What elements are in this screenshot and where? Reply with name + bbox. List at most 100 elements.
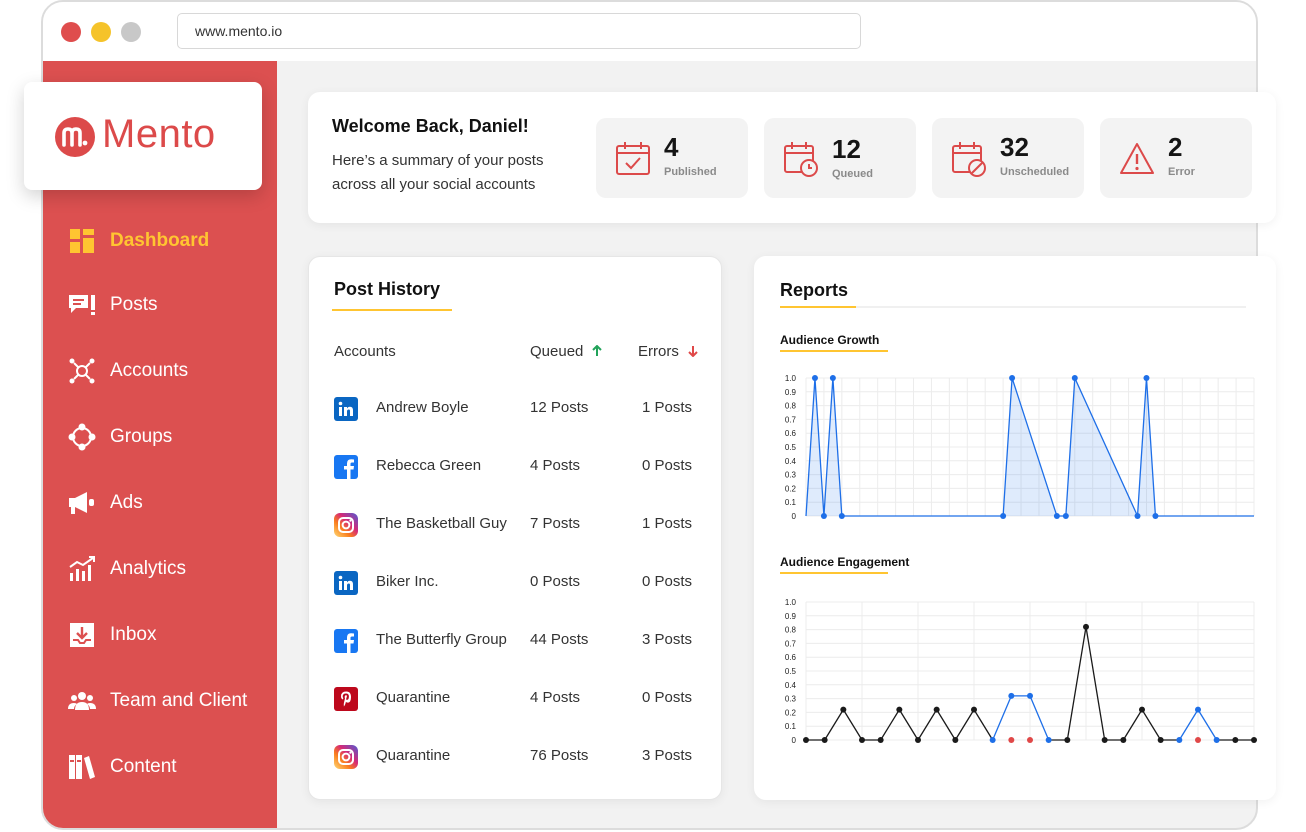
column-header-errors[interactable]: Errors — [638, 343, 698, 360]
queued-count: 76 Posts — [530, 747, 589, 764]
megaphone-icon — [68, 489, 96, 517]
maximize-window-button[interactable] — [121, 22, 141, 42]
pinterest-icon — [334, 687, 358, 711]
data-point — [1176, 737, 1183, 743]
sidebar-item-dashboard[interactable]: Dashboard — [68, 226, 209, 256]
sidebar-item-posts[interactable]: Posts — [68, 290, 158, 320]
stat-error[interactable]: 2 Error — [1100, 118, 1252, 198]
y-tick-label: 0.9 — [785, 388, 797, 397]
chart-title: Audience Growth — [780, 333, 880, 347]
account-name[interactable]: Quarantine — [376, 689, 451, 706]
queued-count: 4 Posts — [530, 457, 581, 474]
warning-icon — [1120, 143, 1154, 174]
y-tick-label: 0.6 — [785, 653, 797, 662]
data-point — [1251, 737, 1257, 743]
data-point — [840, 706, 847, 713]
facebook-icon — [334, 455, 358, 479]
sidebar-item-accounts[interactable]: Accounts — [68, 356, 188, 386]
sidebar-item-label: Ads — [110, 492, 143, 513]
chart-title-underline — [780, 572, 888, 574]
data-point — [1120, 737, 1127, 743]
sidebar-item-analytics[interactable]: Analytics — [68, 554, 186, 584]
sidebar-item-team-and-client[interactable]: Team and Client — [68, 686, 247, 716]
data-point — [1000, 513, 1007, 519]
data-point — [1213, 737, 1220, 743]
sidebar-item-groups[interactable]: Groups — [68, 422, 172, 452]
stat-queued[interactable]: 12 Queued — [764, 118, 916, 198]
stat-unscheduled[interactable]: 32 Unscheduled — [932, 118, 1084, 198]
data-point — [820, 513, 827, 519]
error-count: 0 Posts — [642, 457, 693, 474]
error-count: 3 Posts — [642, 631, 693, 648]
y-tick-label: 0.8 — [785, 402, 797, 411]
error-count: 1 Posts — [642, 399, 693, 416]
data-point — [1101, 737, 1108, 743]
series-segment — [1178, 709, 1199, 741]
y-tick-label: 0.6 — [785, 429, 797, 438]
y-tick-label: 0.5 — [785, 667, 797, 676]
stat-label: Queued — [832, 168, 873, 180]
account-name[interactable]: The Basketball Guy — [376, 515, 507, 532]
sidebar-item-label: Posts — [110, 294, 158, 315]
logo-card[interactable]: Mento — [24, 82, 262, 190]
queued-count: 0 Posts — [530, 573, 581, 590]
series-segment — [973, 709, 994, 741]
sidebar-item-label: Inbox — [110, 624, 157, 645]
series-segment — [824, 709, 844, 741]
account-name[interactable]: Rebecca Green — [376, 457, 482, 474]
series-segment — [1141, 709, 1162, 741]
data-point — [1152, 513, 1159, 519]
data-point — [877, 737, 884, 743]
data-point — [1053, 513, 1060, 519]
content-icon — [68, 753, 96, 781]
data-point — [1027, 692, 1033, 699]
data-point — [1134, 513, 1141, 519]
minimize-window-button[interactable] — [91, 22, 111, 42]
data-point — [1045, 737, 1052, 743]
data-point — [1008, 692, 1015, 699]
arrow-down-icon — [688, 346, 698, 358]
series-segment — [1085, 626, 1106, 741]
y-tick-label: 0.1 — [785, 722, 797, 731]
stat-label: Error — [1168, 166, 1195, 178]
column-header-accounts: Accounts — [334, 343, 396, 360]
y-tick-label: 0.4 — [785, 457, 797, 466]
browser-chrome: www.mento.io — [43, 2, 1256, 61]
series-line — [805, 377, 1254, 517]
series-segment — [954, 709, 975, 741]
data-point — [838, 513, 845, 519]
data-point — [933, 706, 940, 713]
close-window-button[interactable] — [61, 22, 81, 42]
data-point — [1062, 513, 1069, 519]
data-point — [803, 737, 809, 743]
account-name[interactable]: Quarantine — [376, 747, 451, 764]
series-segment — [992, 695, 1012, 741]
y-tick-label: 0.5 — [785, 443, 797, 452]
error-marker — [1008, 737, 1015, 743]
stat-published[interactable]: 4 Published — [596, 118, 748, 198]
welcome-title: Welcome Back, Daniel! — [332, 116, 529, 136]
account-name[interactable]: Andrew Boyle — [376, 399, 469, 416]
sidebar-item-content[interactable]: Content — [68, 752, 177, 782]
sidebar-item-inbox[interactable]: Inbox — [68, 620, 156, 650]
mento-logo-icon — [55, 117, 95, 157]
chart-title: Audience Engagement — [780, 555, 910, 569]
queued-count: 44 Posts — [530, 631, 589, 648]
calendar-blocked-icon — [952, 142, 986, 177]
error-count: 3 Posts — [642, 747, 693, 764]
groups-icon — [68, 423, 96, 451]
account-name[interactable]: Biker Inc. — [376, 573, 439, 590]
data-point — [1083, 623, 1089, 630]
series-segment — [1122, 709, 1143, 741]
data-point — [971, 706, 977, 713]
facebook-icon — [334, 629, 358, 653]
account-name[interactable]: The Butterfly Group — [376, 631, 507, 648]
sidebar-item-label: Accounts — [110, 360, 189, 381]
y-tick-label: 1.0 — [785, 374, 797, 383]
sidebar-item-ads[interactable]: Ads — [68, 488, 143, 518]
series-segment — [1197, 709, 1218, 741]
data-point — [896, 706, 903, 713]
address-bar[interactable]: www.mento.io — [177, 13, 861, 49]
column-header-queued[interactable]: Queued — [530, 343, 602, 360]
column-header-label: Queued — [530, 343, 584, 360]
